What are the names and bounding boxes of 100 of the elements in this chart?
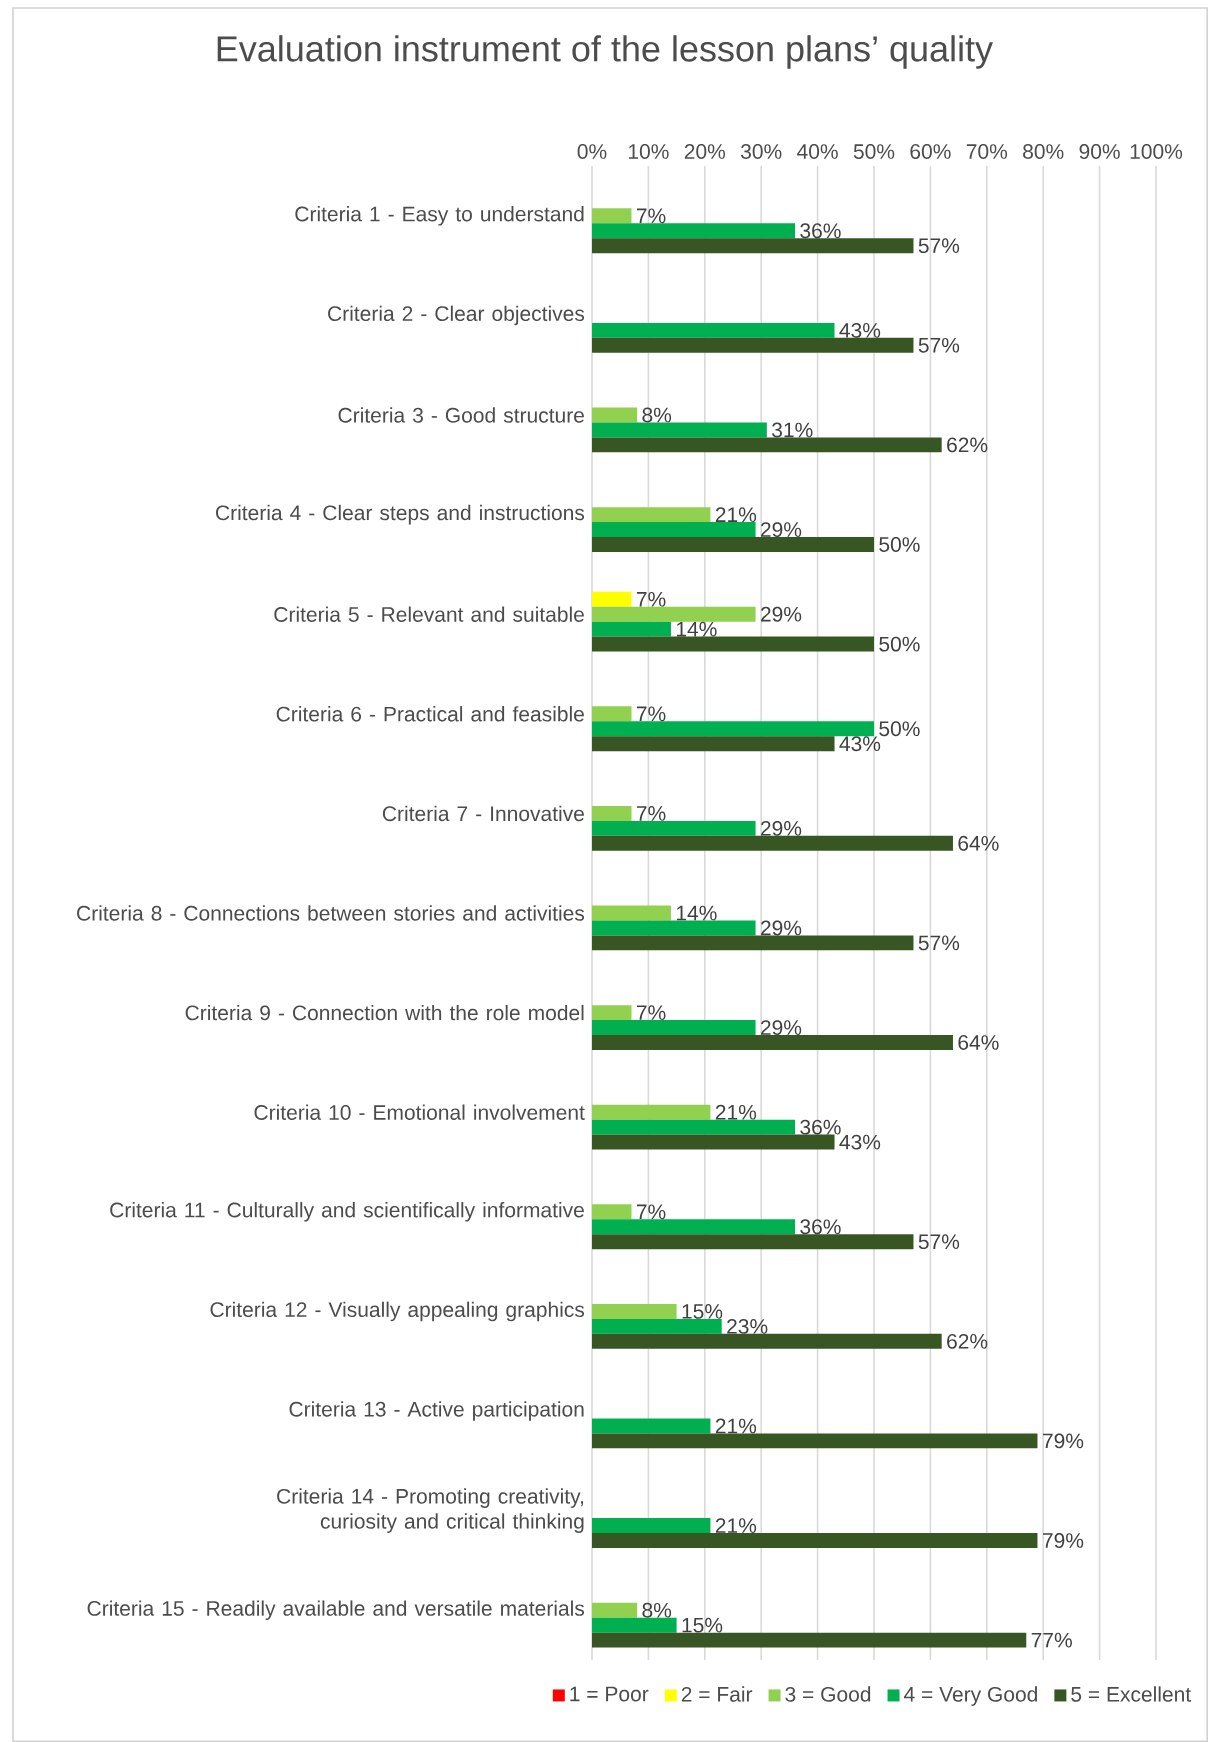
data-label: 8%	[642, 407, 672, 423]
bar	[592, 1234, 914, 1250]
data-label: 7%	[636, 706, 666, 722]
data-label: 62%	[947, 437, 988, 453]
data-label: 64%	[958, 1035, 999, 1050]
x-tick-label: 30%	[740, 144, 782, 159]
y-tick-label: Criteria 7 - Innovative	[382, 805, 584, 822]
data-label: 79%	[1043, 1533, 1084, 1548]
bar	[592, 1318, 722, 1334]
y-tick-label: Criteria 14 - Promoting creativity, curiosity and critical thinking	[277, 1488, 584, 1533]
data-label: 29%	[761, 920, 802, 936]
x-tick-label: 0%	[577, 144, 607, 159]
x-tick-label: 50%	[853, 144, 895, 159]
data-label: 43%	[839, 736, 881, 752]
data-label: 7%	[636, 591, 666, 607]
data-label: 62%	[947, 1333, 988, 1349]
x-tick-label: 10%	[628, 144, 669, 159]
bar	[592, 1204, 632, 1220]
y-tick-label: Criteria 3 - Good structure	[338, 407, 584, 423]
bar	[592, 835, 953, 851]
bar	[592, 636, 874, 652]
bar	[592, 1418, 711, 1434]
bar	[592, 1104, 711, 1120]
data-label: 36%	[800, 223, 841, 239]
data-label: 36%	[800, 1219, 841, 1235]
data-label: 57%	[918, 337, 960, 353]
data-label: 57%	[918, 935, 960, 951]
data-label: 31%	[772, 422, 813, 438]
bar	[592, 1602, 638, 1618]
data-label: 21%	[715, 1104, 757, 1120]
data-label: 29%	[761, 820, 802, 836]
bar	[592, 606, 756, 622]
bar	[592, 322, 835, 338]
bar	[592, 1533, 1038, 1548]
data-label: 21%	[715, 1418, 757, 1434]
x-tick-label: 90%	[1079, 144, 1120, 159]
data-label: 29%	[761, 1020, 802, 1035]
data-label: 21%	[715, 1518, 757, 1533]
x-tick-label: 40%	[797, 144, 838, 159]
data-label: 79%	[1043, 1433, 1084, 1449]
y-tick-label: Criteria 1 - Easy to understand	[295, 206, 584, 226]
data-label: 15%	[682, 1304, 723, 1319]
bar	[592, 1119, 796, 1135]
bar	[592, 920, 756, 936]
data-label: 7%	[636, 208, 666, 224]
bar	[592, 805, 632, 821]
bar	[592, 1433, 1038, 1449]
data-label: 15%	[682, 1617, 723, 1633]
data-label: 8%	[642, 1602, 672, 1618]
data-label: 29%	[761, 522, 802, 537]
data-label: 50%	[879, 636, 920, 652]
bar	[592, 1617, 677, 1633]
y-tick-label: Criteria 2 - Clear objectives	[328, 305, 585, 326]
y-tick-label: Criteria 9 - Connection with the role model	[185, 1004, 584, 1021]
y-tick-label: Criteria 4 - Clear steps and instructions	[216, 504, 585, 525]
bar	[592, 337, 914, 353]
data-label: 14%	[676, 905, 717, 921]
data-label: 29%	[761, 606, 802, 622]
data-label: 43%	[839, 322, 881, 338]
bar	[592, 1035, 953, 1050]
x-tick-label: 70%	[966, 144, 1008, 159]
chart-title: Evaluation instrument of the lesson plans’ quality	[217, 35, 993, 69]
bar	[592, 1005, 632, 1021]
bar	[592, 1020, 756, 1036]
data-label: 57%	[918, 1234, 960, 1250]
bar	[592, 721, 874, 737]
data-label: 43%	[839, 1134, 881, 1150]
data-label: 21%	[715, 507, 757, 523]
data-label: 64%	[958, 835, 999, 851]
data-label: 7%	[636, 806, 666, 821]
x-tick-label: 20%	[684, 144, 726, 159]
bar	[592, 706, 632, 722]
legend-label: 5 = Excellent	[1071, 1686, 1191, 1702]
x-tick-label: 100%	[1130, 144, 1183, 159]
bar	[592, 1632, 1027, 1648]
bar	[592, 422, 767, 438]
data-label: 50%	[879, 721, 920, 737]
bar	[592, 437, 942, 453]
legend-label: 2 = Fair	[681, 1686, 753, 1702]
y-tick-label: Criteria 6 - Practical and feasible	[276, 706, 584, 722]
bar	[592, 507, 711, 523]
x-tick-label: 60%	[910, 144, 951, 159]
data-label: 77%	[1031, 1632, 1072, 1648]
y-tick-label: Criteria 15 - Readily available and versatile materials	[87, 1600, 585, 1621]
y-tick-label: Criteria 12 - Visually appealing graphics	[210, 1301, 585, 1322]
data-label: 57%	[918, 238, 960, 254]
bar	[592, 1333, 942, 1349]
bar	[592, 1518, 711, 1534]
y-tick-label: Criteria 13 - Active participation	[289, 1401, 584, 1421]
legend-label: 4 = Very Good	[904, 1686, 1037, 1706]
y-tick-label: Criteria 5 - Relevant and suitable	[274, 606, 584, 622]
bar	[592, 1219, 796, 1235]
bar	[592, 537, 874, 552]
bar	[592, 736, 835, 752]
bar	[592, 905, 671, 921]
data-label: 36%	[800, 1119, 841, 1135]
bar	[592, 407, 638, 423]
bar	[592, 935, 914, 951]
data-label: 7%	[636, 1204, 666, 1220]
bar	[592, 223, 796, 239]
